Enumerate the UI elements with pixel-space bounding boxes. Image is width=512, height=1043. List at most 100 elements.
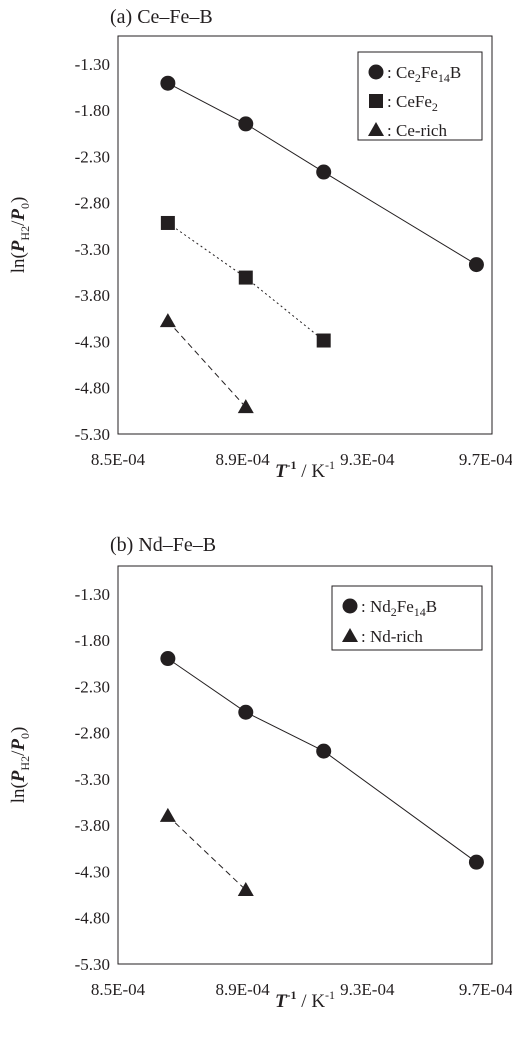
x-tick-label: 9.7E-04 bbox=[459, 980, 512, 999]
x-tick-label: 8.5E-04 bbox=[91, 450, 146, 469]
y-tick-label: -4.80 bbox=[75, 909, 110, 928]
y-tick-label: -4.30 bbox=[75, 332, 110, 351]
data-point-triangle bbox=[237, 881, 254, 896]
legend-box bbox=[331, 585, 483, 651]
y-axis-label-p0: P bbox=[8, 739, 29, 752]
y-axis-label-subscript: H2 bbox=[18, 226, 32, 241]
legend-label-part: Nd-rich bbox=[370, 627, 423, 646]
data-point-circle bbox=[238, 704, 254, 720]
y-axis-label-prefix: ln( bbox=[8, 782, 29, 803]
y-axis-label-p0: P bbox=[8, 209, 29, 222]
data-point-circle bbox=[316, 164, 332, 180]
y-tick-labels: -1.30 -1.80 -2.30 -2.80 -3.30 -3.80 -4.30 -4.80… bbox=[75, 585, 110, 974]
x-axis-label-unit-exponent: -1 bbox=[325, 458, 335, 472]
legend-items: : Ce2Fe14B: CeFe2: Ce-rich bbox=[368, 63, 461, 140]
y-axis-label-suffix: ) bbox=[8, 197, 29, 203]
x-tick-label: 8.9E-04 bbox=[216, 450, 271, 469]
panel-a: (a) Ce–Fe–B -1.30 -1.80 -2.30 -2.80 -3.30 -3.… bbox=[8, 6, 512, 482]
series-lines bbox=[167, 658, 477, 891]
data-point-circle bbox=[468, 257, 484, 273]
legend-label-part: 2 bbox=[391, 605, 397, 619]
data-point-circle bbox=[238, 116, 254, 132]
legend-marker-triangle bbox=[368, 122, 384, 136]
y-tick-label: -1.80 bbox=[75, 631, 110, 650]
x-axis-label-unit: / K bbox=[297, 991, 326, 1012]
series-line-2 bbox=[167, 815, 247, 891]
legend-label-part: Ce bbox=[396, 63, 415, 82]
panel-title: (b) Nd–Fe–B bbox=[110, 534, 216, 556]
legend-colon: : bbox=[387, 63, 396, 82]
legend-label-part: Fe bbox=[421, 63, 438, 82]
x-axis-label-exponent: -1 bbox=[287, 988, 297, 1002]
y-axis-label-p: P bbox=[8, 770, 29, 783]
x-axis-label-unit-exponent: -1 bbox=[325, 988, 335, 1002]
legend-label: : CeFe2 bbox=[387, 92, 438, 114]
y-tick-label: -4.80 bbox=[75, 379, 110, 398]
data-point-square bbox=[316, 333, 331, 348]
y-tick-label: -5.30 bbox=[75, 955, 110, 974]
legend-label: : Ce-rich bbox=[387, 121, 447, 140]
x-axis-label: T-1 / K-1 bbox=[275, 458, 335, 482]
y-axis-label: ln(PH2/P0) bbox=[8, 197, 32, 274]
y-tick-label: -1.30 bbox=[75, 585, 110, 604]
y-axis-label-subscript-0: 0 bbox=[18, 203, 32, 209]
legend-label-part: Nd bbox=[370, 597, 391, 616]
x-tick-label: 9.7E-04 bbox=[459, 450, 512, 469]
legend-label-part: B bbox=[426, 597, 437, 616]
legend-colon: : bbox=[387, 92, 396, 111]
x-tick-label: 8.5E-04 bbox=[91, 980, 146, 999]
data-point-circle bbox=[160, 75, 176, 91]
x-tick-labels: 8.5E-04 8.9E-04 9.3E-04 9.7E-04 bbox=[91, 980, 512, 999]
y-tick-label: -2.80 bbox=[75, 194, 110, 213]
y-tick-label: -2.30 bbox=[75, 147, 110, 166]
x-tick-labels: 8.5E-04 8.9E-04 9.3E-04 9.7E-04 bbox=[91, 450, 512, 469]
x-axis-label: T-1 / K-1 bbox=[275, 988, 335, 1012]
x-axis-label-base: T bbox=[275, 461, 288, 482]
series-markers bbox=[159, 75, 484, 414]
y-axis-label-slash: / bbox=[8, 220, 29, 226]
y-tick-label: -2.30 bbox=[75, 677, 110, 696]
y-tick-label: -4.30 bbox=[75, 862, 110, 881]
legend-marker-square bbox=[369, 94, 383, 108]
legend-label: : Nd2Fe14B bbox=[361, 597, 437, 619]
series-markers bbox=[159, 651, 484, 896]
legend-label-part: B bbox=[450, 63, 461, 82]
y-tick-label: -1.30 bbox=[75, 55, 110, 74]
data-point-triangle bbox=[159, 807, 176, 822]
y-tick-labels: -1.30 -1.80 -2.30 -2.80 -3.30 -3.80 -4.30 -4.80… bbox=[75, 55, 110, 444]
y-tick-label: -1.80 bbox=[75, 101, 110, 120]
x-axis-label-unit: / K bbox=[297, 461, 326, 482]
y-tick-label: -3.30 bbox=[75, 770, 110, 789]
x-axis-label-exponent: -1 bbox=[287, 458, 297, 472]
y-axis-label-subscript: H2 bbox=[18, 756, 32, 771]
data-point-square bbox=[160, 215, 175, 230]
data-point-circle bbox=[316, 743, 332, 759]
y-axis-label-suffix: ) bbox=[8, 727, 29, 733]
data-point-square bbox=[238, 270, 253, 285]
y-axis-label-subscript-0: 0 bbox=[18, 733, 32, 739]
legend-colon: : bbox=[387, 121, 396, 140]
y-axis-label: ln(PH2/P0) bbox=[8, 727, 32, 804]
panel-b: (b) Nd–Fe–B -1.30 -1.80 -2.30 -2.80 -3.30 -3.… bbox=[8, 534, 512, 1012]
legend-label-part: 14 bbox=[438, 71, 450, 85]
legend-items: : Nd2Fe14B: Nd-rich bbox=[342, 597, 437, 646]
legend-colon: : bbox=[361, 627, 370, 646]
legend-label-part: Fe bbox=[397, 597, 414, 616]
y-tick-label: -2.80 bbox=[75, 724, 110, 743]
legend-label-part: 2 bbox=[432, 100, 438, 114]
data-point-circle bbox=[160, 651, 176, 667]
x-tick-label: 9.3E-04 bbox=[340, 450, 395, 469]
series-line-1 bbox=[167, 658, 477, 863]
panel-title: (a) Ce–Fe–B bbox=[110, 6, 213, 28]
legend-colon: : bbox=[361, 597, 370, 616]
y-tick-label: -5.30 bbox=[75, 425, 110, 444]
legend-label-part: Ce-rich bbox=[396, 121, 447, 140]
legend-marker-circle bbox=[342, 598, 358, 614]
legend-marker-circle bbox=[368, 64, 384, 80]
legend-label: : Nd-rich bbox=[361, 627, 423, 646]
y-tick-label: -3.80 bbox=[75, 286, 110, 305]
x-axis-label-base: T bbox=[275, 991, 288, 1012]
series-line-1 bbox=[167, 82, 477, 266]
legend-marker-triangle bbox=[342, 628, 358, 642]
